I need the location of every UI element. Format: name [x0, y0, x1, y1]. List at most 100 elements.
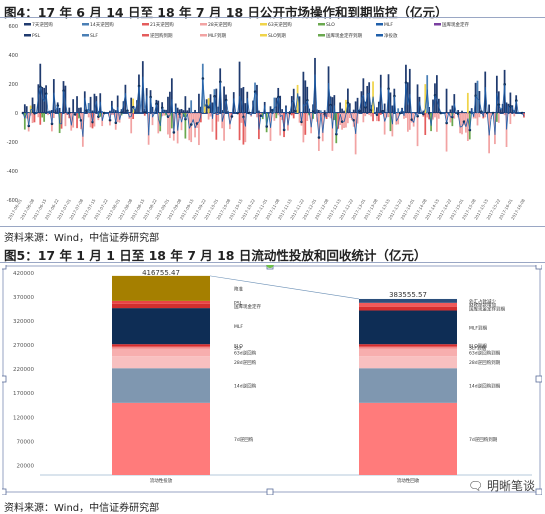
fig5-bar-right-segment-label: 7d逆回购到期	[469, 436, 498, 443]
fig4-net-line	[510, 106, 513, 108]
fig4-net-line	[347, 102, 351, 110]
fig4-net-line	[229, 116, 233, 125]
fig4-bar	[422, 110, 425, 113]
fig4-bar	[457, 110, 460, 113]
fig4-bar	[327, 113, 330, 117]
fig4-bar	[370, 113, 372, 117]
fig5-bar-right-segment-label: 63d逆回购到期	[469, 349, 501, 356]
fig4-net-line	[252, 91, 256, 105]
fig4-net-line	[326, 83, 330, 118]
fig4-bar	[25, 113, 28, 119]
fig4-bar	[242, 86, 245, 113]
fig4-bar	[356, 113, 359, 124]
fig4-net-line	[169, 99, 173, 116]
fig4-net-line	[45, 93, 49, 114]
fig4-net-line	[198, 115, 202, 123]
fig5-bar-left-segment-label: 63d逆回购	[234, 349, 257, 356]
fig4-bar	[51, 110, 53, 113]
fig4-bar	[391, 113, 394, 137]
fig4-net-line	[322, 114, 326, 133]
fig4-net-line	[127, 110, 130, 118]
fig5-resize-handle	[535, 265, 542, 270]
fig4-net-line	[515, 100, 519, 114]
fig4-net-line	[144, 95, 148, 113]
fig4-bar	[408, 113, 411, 130]
fig4-net-line	[330, 105, 333, 129]
fig4-net-line	[36, 95, 39, 114]
fig4-net-line	[65, 103, 68, 115]
fig4-bar	[406, 82, 409, 113]
fig4-legend-swatch	[318, 34, 325, 37]
fig5-bar-right-segment	[359, 348, 457, 357]
fig4-net-line	[475, 95, 478, 100]
fig4-bar	[52, 113, 55, 119]
fig4-bar	[112, 113, 115, 115]
fig4-bar	[269, 106, 272, 113]
fig4-legend-swatch	[142, 23, 149, 26]
fig5-bar-right-segment-label: 14d逆回购到期	[469, 383, 501, 390]
fig4-chart: 7天逆回购 14天逆回购 21天逆回购 28天逆回购 63天逆回购 SLO MLF 国库现金定…	[7, 21, 526, 221]
fig4-net-line	[111, 105, 115, 112]
fig4-bar	[347, 113, 349, 124]
fig5-bar-left-segment	[112, 303, 210, 309]
fig4-net-line	[171, 99, 175, 133]
fig4-bar	[161, 113, 164, 117]
fig4-net-line	[84, 97, 88, 111]
fig5-rule	[0, 262, 545, 263]
fig5-bar-left-segment	[112, 308, 210, 345]
fig4-bar	[27, 113, 30, 132]
fig5-bar-right-segment-label: MLF到期	[469, 324, 487, 331]
fig4-net-line	[394, 95, 397, 122]
fig4-net-line	[117, 106, 121, 120]
fig5-ytick-label: 420000	[13, 271, 34, 277]
fig4-legend-label: 国库现金定存到期	[326, 32, 362, 39]
fig4-net-line	[473, 95, 477, 117]
fig4-bar	[451, 105, 454, 113]
fig4-bar	[416, 84, 419, 113]
fig4-net-line	[101, 112, 105, 121]
fig4-bar	[190, 100, 193, 113]
fig4-net-line	[436, 99, 440, 108]
fig4-bar	[170, 113, 173, 129]
fig4-bar	[474, 113, 477, 119]
fig4-net-line	[299, 108, 302, 122]
fig4-net-line	[457, 113, 461, 128]
fig4-bar	[33, 113, 36, 123]
fig4-bar	[319, 110, 322, 113]
fig4-ytick-label: -600	[7, 198, 18, 204]
fig4-bar	[134, 109, 136, 113]
fig4-bar	[31, 113, 34, 124]
fig4-net-line	[86, 108, 89, 111]
fig4-net-line	[200, 78, 204, 116]
fig4-ytick-label: 600	[8, 24, 18, 30]
fig4-net-line	[219, 81, 223, 122]
fig5-bar-right-segment	[359, 346, 457, 349]
fig4-bar	[182, 110, 185, 113]
fig5-total-right: 383555.57	[389, 291, 427, 299]
fig5-bar-left-segment-label: MLF	[234, 324, 243, 330]
fig4-net-line	[233, 98, 237, 114]
fig4-bar	[426, 113, 429, 118]
fig4-ytick-label: -200	[7, 140, 18, 146]
fig4-net-line	[243, 116, 246, 127]
fig4-bar	[499, 108, 502, 113]
fig4-bar	[87, 103, 90, 113]
fig4-net-line	[241, 102, 244, 117]
fig4-net-line	[287, 112, 291, 126]
fig4-net-line	[130, 107, 134, 117]
fig4-net-line	[212, 96, 215, 119]
fig4-net-line	[109, 105, 113, 121]
fig4-legend-swatch	[142, 34, 149, 37]
fig4-net-line	[423, 108, 426, 115]
fig4-bar	[275, 113, 278, 119]
fig4-bar	[451, 113, 454, 127]
fig4-net-line	[463, 121, 467, 127]
fig4-net-line	[448, 112, 451, 118]
fig4-net-line	[158, 118, 161, 126]
fig4-net-line	[276, 96, 279, 106]
fig5-bar-left-segment-label: SLO	[234, 343, 243, 349]
fig4-bar	[343, 110, 345, 113]
fig4-bar	[277, 113, 280, 116]
fig5-bar-right-segment-label: SLO到期	[469, 342, 487, 349]
fig4-net-line	[334, 105, 337, 135]
